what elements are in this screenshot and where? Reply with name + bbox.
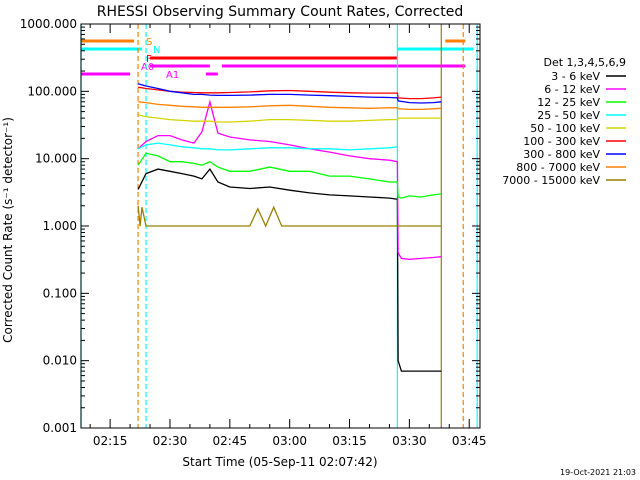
series-lines: [137, 83, 442, 372]
legend-label: 800 - 7000 keV: [516, 161, 600, 174]
series-line: [137, 114, 442, 123]
x-tick-label: 03:30: [392, 434, 427, 448]
flag-label: F: [146, 54, 152, 65]
flag-label: S: [146, 37, 152, 48]
series-line: [137, 167, 442, 372]
x-tick-label: 03:00: [272, 434, 307, 448]
y-tick-label: 100.000: [27, 84, 77, 98]
x-tick-label: 02:45: [213, 434, 248, 448]
x-tick-label: 03:45: [452, 434, 487, 448]
flag-label: A0: [141, 62, 154, 73]
timestamp: 19-Oct-2021 21:03: [560, 468, 636, 477]
x-axis-label: Start Time (05-Sep-11 02:07:42): [182, 455, 377, 469]
legend-label: 100 - 300 keV: [523, 135, 600, 148]
legend-title: Det 1,3,4,5,6,9: [543, 56, 626, 69]
series-line: [137, 152, 442, 199]
flag-label: A1: [166, 70, 179, 81]
y-axis-label: Corrected Count Rate (s⁻¹ detector⁻¹): [1, 117, 15, 343]
flag-label: N: [153, 45, 160, 56]
legend-label: 300 - 800 keV: [523, 148, 600, 161]
x-tick-label: 03:15: [332, 434, 367, 448]
x-axis: 02:15 02:30 02:45 03:00 03:15 03:30 03:45: [89, 24, 487, 448]
series-line: [137, 99, 442, 260]
y-tick-label: 10.000: [35, 152, 77, 166]
y-tick-label: 1.000: [43, 219, 77, 233]
y-tick-label: 1000.000: [20, 17, 77, 31]
legend-label: 25 - 50 keV: [537, 109, 600, 122]
series-line: [137, 142, 398, 151]
y-tick-label: 0.100: [43, 286, 77, 300]
x-tick-label: 02:15: [93, 434, 128, 448]
y-tick-label: 0.001: [43, 421, 77, 435]
series-line: [137, 205, 442, 228]
y-axis: 1000.000 100.000 10.000 1.000 0.100 0.010 0.00…: [20, 17, 480, 435]
series-line: [138, 101, 442, 111]
legend-label: 50 - 100 keV: [530, 122, 600, 135]
legend-label: 6 - 12 keV: [544, 83, 600, 96]
y-tick-label: 0.010: [43, 354, 77, 368]
series-line: [137, 83, 442, 104]
legend-label: 12 - 25 keV: [537, 96, 600, 109]
chart-title: RHESSI Observing Summary Count Rates, Co…: [97, 4, 463, 20]
legend-label: 7000 - 15000 keV: [502, 174, 600, 187]
legend-label: 3 - 6 keV: [551, 70, 600, 83]
x-tick-label: 02:30: [153, 434, 188, 448]
